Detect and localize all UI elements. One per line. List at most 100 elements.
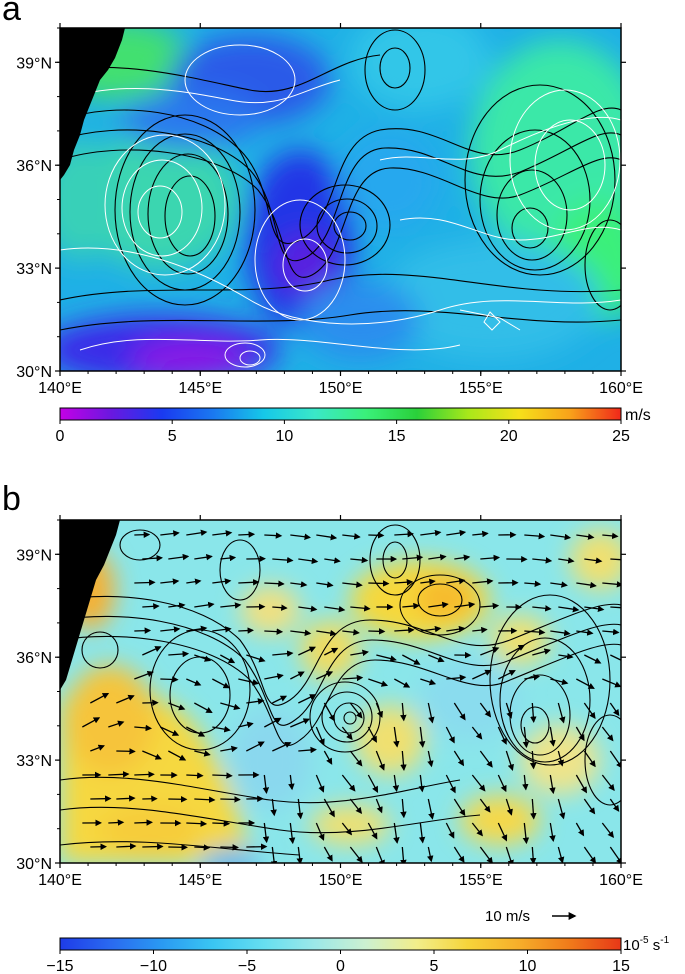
wind-vector [610,654,621,661]
colorbar-tick-label: 15 [388,428,406,445]
wind-vector [400,750,407,772]
wind-vector [602,628,620,636]
wind-vector [168,650,190,658]
wind-vector [298,646,316,656]
wind-vector [394,578,414,586]
wind-vector [262,774,270,794]
wind-vector [505,750,514,771]
wind-vector [549,822,556,843]
wind-vector [160,578,180,585]
wind-vector [402,602,420,610]
wind-vector [393,822,400,844]
lon-tick-label: 140°E [38,380,82,397]
wind-vector [264,532,283,539]
wind-vector [392,774,400,792]
lat-tick-label: 36°N [16,158,52,175]
wind-vector [350,605,371,612]
wind-vector [298,746,317,754]
wind-vector [583,798,596,815]
wind-vector [524,532,546,540]
wind-vector [427,702,435,724]
wind-vector [186,625,208,633]
wind-vector [194,750,211,757]
wind-vector [264,717,282,728]
panel-b-black-contours [60,524,621,856]
wind-vector [82,717,101,728]
wind-vector [394,530,415,538]
wind-vector [160,726,180,736]
lat-tick-label: 36°N [16,650,52,667]
lat-tick-label: 30°N [16,856,52,873]
wind-vector [479,798,491,813]
colorbar-tick-label: 0 [56,428,65,445]
wind-vector [272,695,288,704]
wind-vector [453,798,466,817]
wind-vector [427,846,434,863]
wind-vector [428,554,447,561]
wind-vector [212,772,233,779]
wind-vector [609,846,621,863]
wind-vector [609,798,620,812]
wind-vector [324,605,346,613]
wind-vector [116,795,136,802]
lon-tick-label: 155°E [459,872,503,889]
wind-vector [557,702,566,724]
wind-vector [394,626,415,634]
wind-vector [524,628,546,636]
wind-vector [142,603,160,610]
wind-vector [530,798,537,820]
wind-vector [472,530,489,538]
wind-vector [393,726,400,748]
wind-vector [402,554,424,561]
wind-vector [446,529,467,537]
wind-vector [290,533,311,540]
wind-vector [445,774,456,794]
wind-vector [506,644,526,656]
panel-a-colorbar [59,407,622,421]
wind-vector [324,647,339,656]
wind-vector [445,822,455,839]
wind-vector [400,798,407,819]
wind-vector [549,726,556,747]
wind-vector [108,771,130,778]
wind-vector [186,772,204,779]
wind-vector [349,750,363,767]
lon-tick-label: 150°E [319,380,363,397]
wind-vector [342,533,361,540]
wind-vector [272,741,292,752]
colorbar-tick-label: 10 [519,958,537,974]
wind-vector [134,724,153,732]
wind-vector [270,798,277,817]
wind-vector [194,553,213,561]
wind-vector [262,822,270,844]
wind-vector [418,822,426,844]
wind-vector [341,822,353,836]
wind-vector [454,554,471,561]
wind-vector [479,846,493,863]
wind-vector [575,726,585,742]
wind-vector [375,798,383,814]
wind-vector [550,678,569,686]
wind-vector [116,843,137,850]
wind-vector [272,650,294,657]
lon-tick-label: 145°E [178,872,222,889]
wind-vector [316,533,338,541]
wind-vector [238,678,260,686]
wind-vector [453,702,466,721]
wind-vector [238,721,254,728]
panel-a-land [60,28,125,180]
wind-vector [497,726,507,745]
wind-vector [532,648,551,656]
wind-vector [601,726,614,742]
vector-scale-label: 10 m/s [485,908,530,925]
panel-b-colorbar [59,937,622,951]
wind-vector [350,556,369,564]
wind-vector [446,625,466,633]
panel-label-a: a [2,0,21,28]
wind-vector [270,846,278,863]
wind-vector [472,626,488,634]
wind-vector [368,678,389,687]
wind-vector [583,846,597,863]
